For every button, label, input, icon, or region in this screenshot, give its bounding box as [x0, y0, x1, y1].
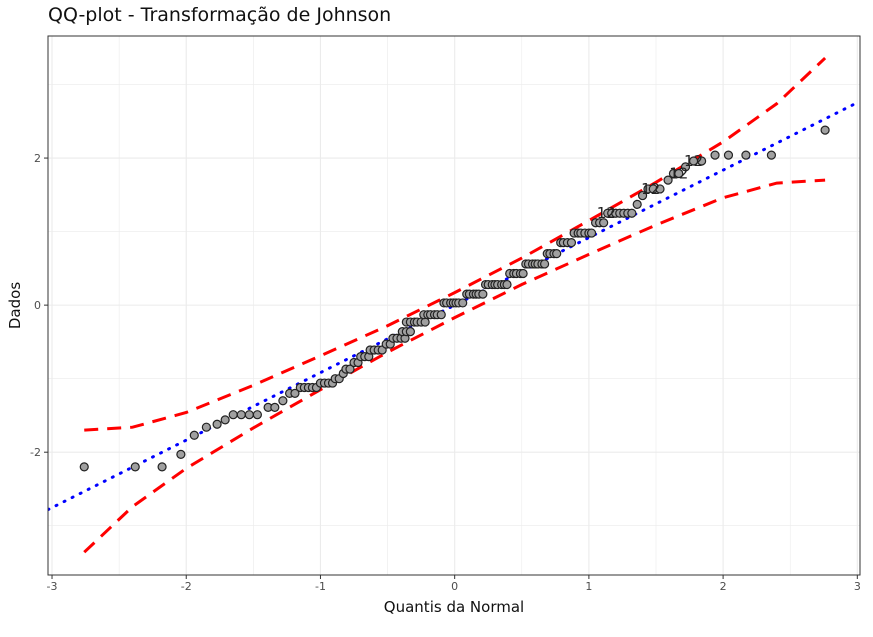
envelope-lower-line [83, 178, 826, 554]
data-point [157, 462, 167, 472]
x-tick-label: -3 [47, 580, 58, 593]
x-tick-label: -1 [315, 580, 326, 593]
data-point [290, 388, 300, 398]
data-point [632, 199, 642, 209]
data-point [278, 396, 288, 406]
data-point [741, 150, 751, 160]
x-tick-label: 0 [451, 580, 458, 593]
data-point [680, 162, 691, 172]
data-point [478, 289, 488, 299]
data-point [697, 156, 707, 166]
data-point [586, 228, 597, 238]
data-point [820, 125, 830, 135]
data-point [201, 422, 211, 432]
data-point [236, 410, 246, 420]
data-point [189, 430, 199, 440]
x-tick-label: 1 [585, 580, 592, 593]
data-point [674, 168, 684, 179]
data-point [637, 190, 648, 201]
data-point [130, 462, 140, 472]
data-point [405, 327, 415, 337]
point-label: 12 [597, 204, 616, 222]
data-point [552, 249, 562, 259]
data-point [212, 419, 222, 429]
x-tick-label: -2 [181, 580, 192, 593]
data-point [252, 410, 262, 420]
y-tick-label: 2 [34, 152, 41, 165]
x-axis-label: Quantis da Normal [384, 598, 524, 616]
data-point [176, 449, 186, 460]
data-point [566, 238, 577, 248]
point-label: 12 [669, 165, 688, 183]
data-point [345, 364, 355, 374]
point-label: 12 [684, 152, 703, 170]
data-point [655, 184, 665, 194]
data-point [228, 410, 238, 420]
reference-line [48, 99, 860, 512]
data-point [244, 410, 254, 420]
data-point [270, 402, 280, 412]
data-point [518, 268, 528, 279]
data-point [710, 150, 720, 160]
x-tick-label: 2 [720, 580, 727, 593]
y-tick-label: -2 [30, 446, 41, 459]
data-point [436, 310, 446, 320]
y-tick-label: 0 [34, 299, 41, 312]
y-axis-label: Dados [6, 282, 24, 329]
point-label: 12 [641, 180, 660, 198]
data-point [458, 298, 468, 308]
data-point [502, 279, 512, 290]
data-point [663, 175, 673, 185]
chart-title: QQ-plot - Transformação de Johnson [48, 4, 392, 26]
data-point [627, 208, 637, 218]
data-point [723, 150, 734, 160]
data-point [220, 415, 230, 425]
data-point [79, 462, 89, 472]
data-point [766, 150, 777, 160]
data-point [539, 259, 550, 269]
x-tick-label: 3 [854, 580, 861, 593]
envelope-upper-line [84, 56, 827, 432]
data-point [599, 218, 609, 228]
